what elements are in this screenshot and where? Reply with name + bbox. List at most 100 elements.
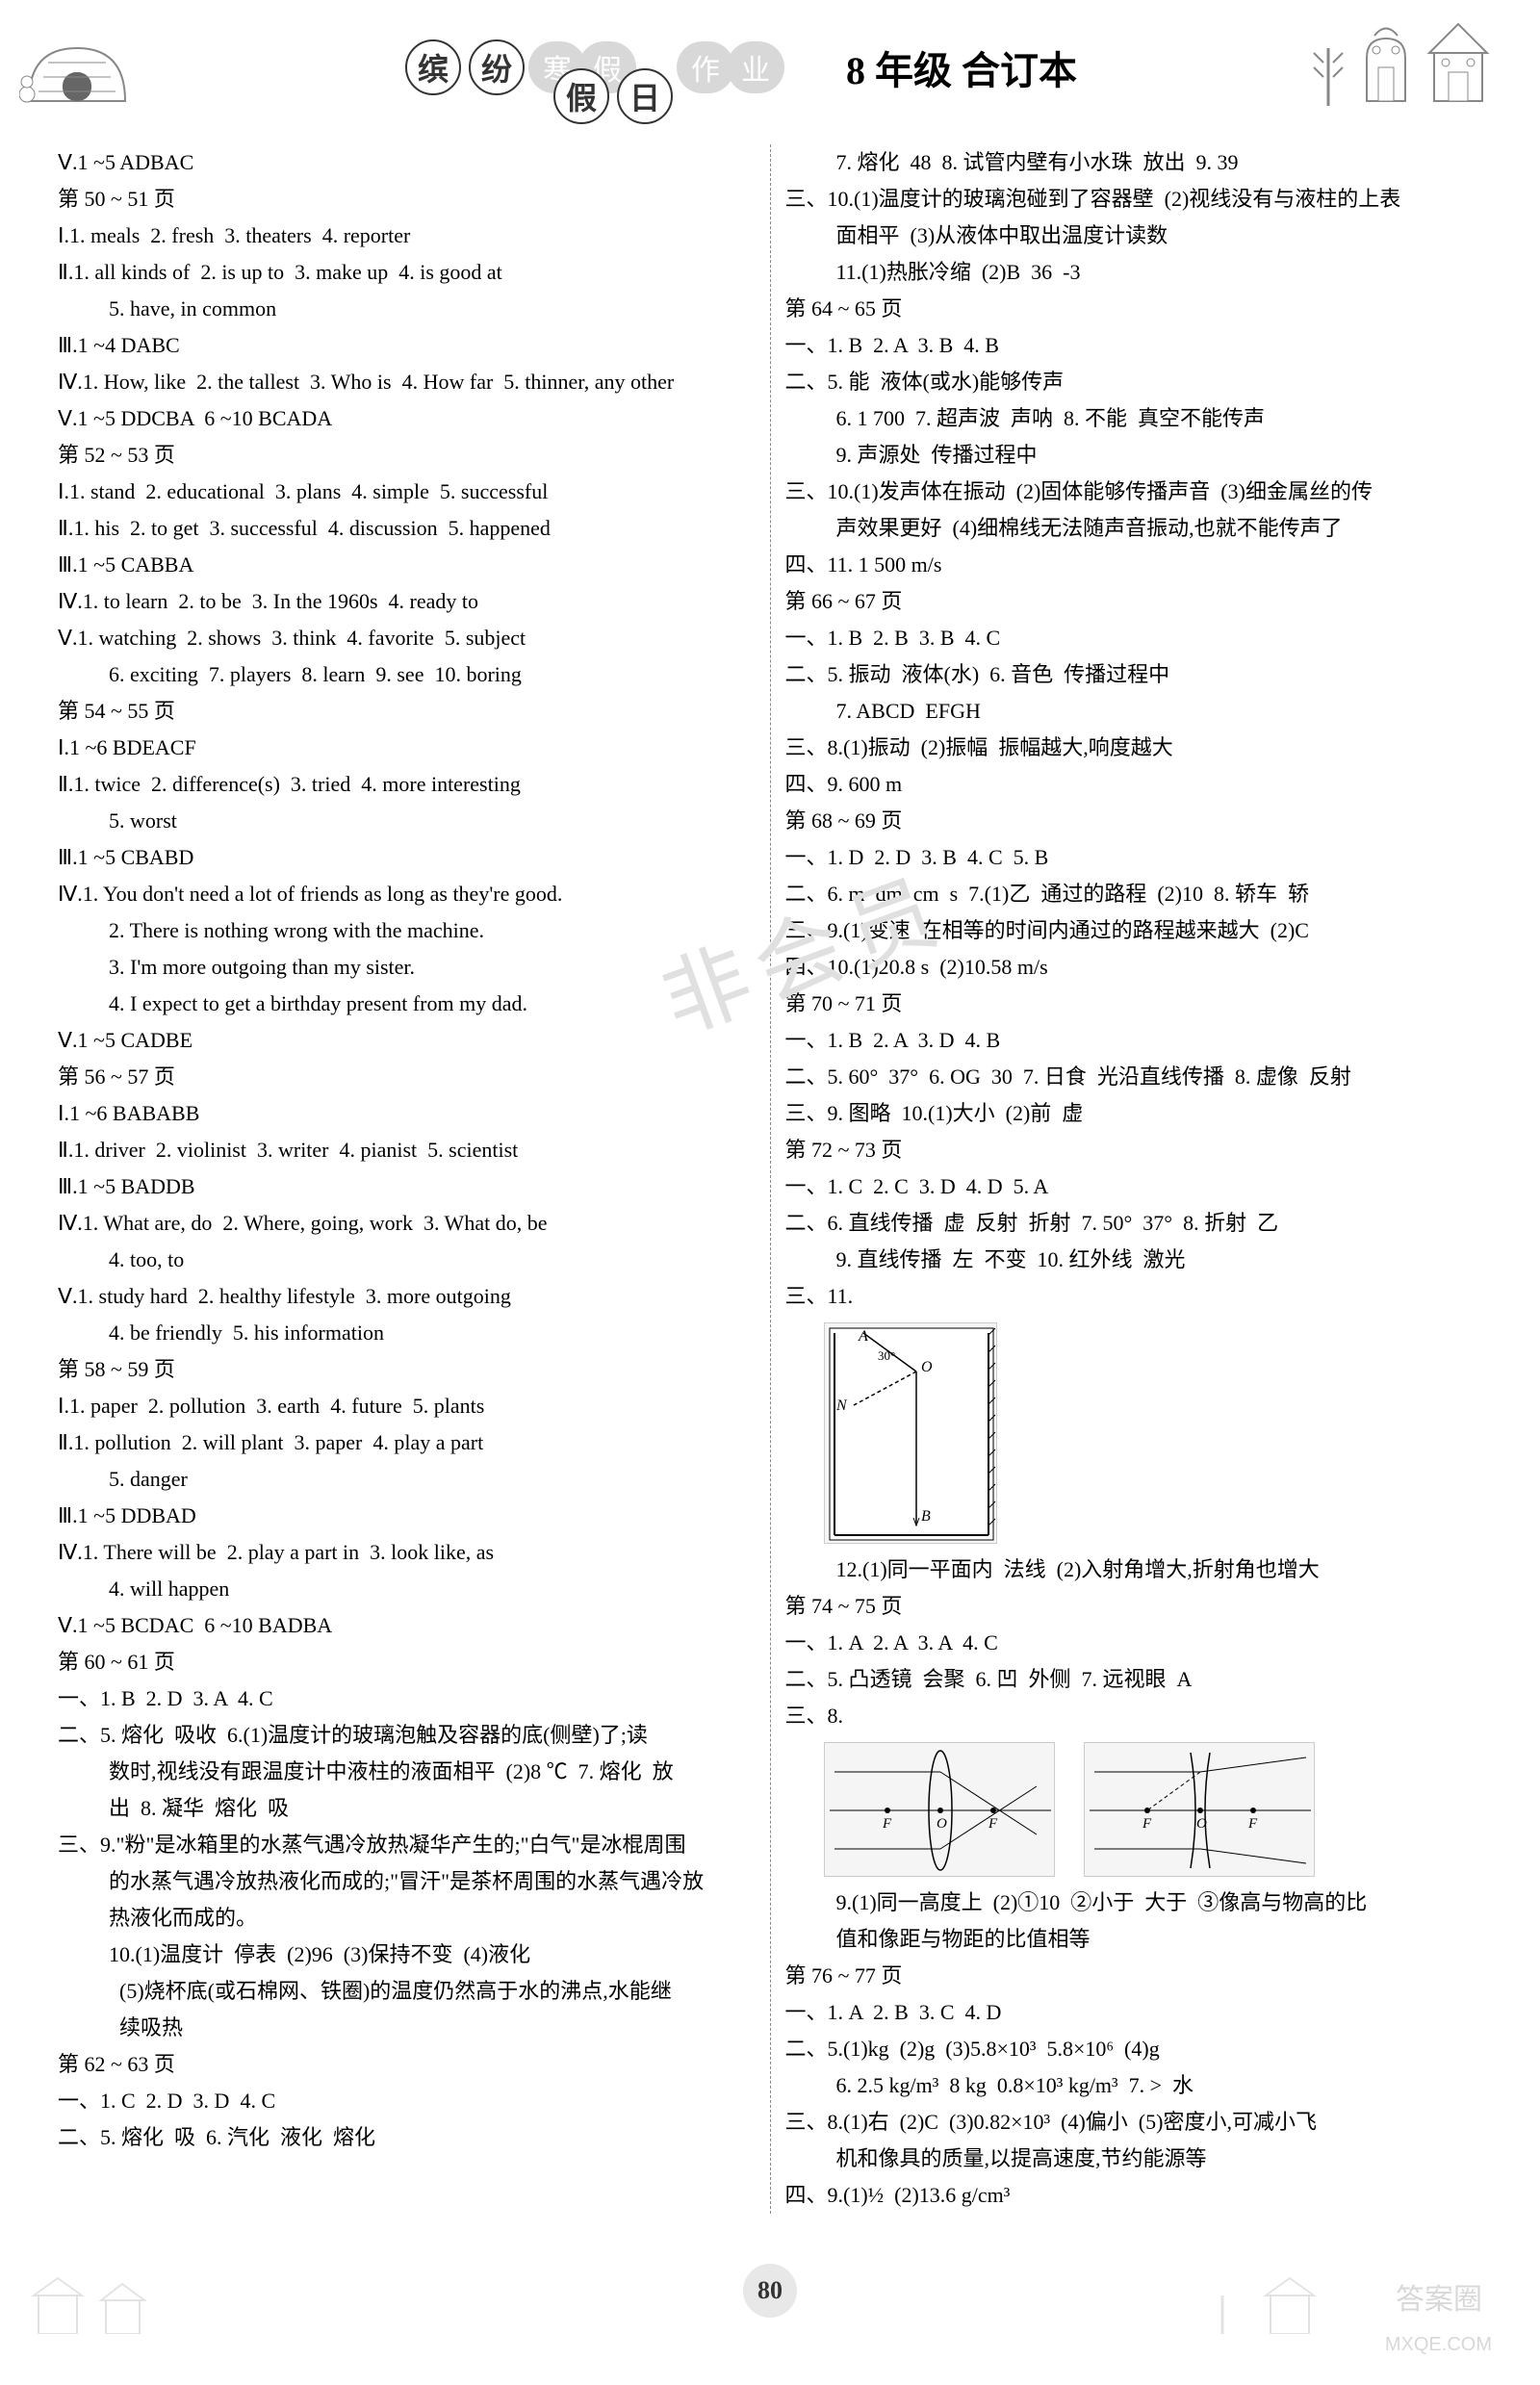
svg-text:O: O xyxy=(937,1816,947,1832)
answer-line: 二、6. m dm cm s 7.(1)乙 通过的路程 (2)10 8. 轿车 … xyxy=(785,876,1483,912)
answer-line: Ⅴ.1 ~5 ADBAC xyxy=(58,144,756,181)
svg-text:A: A xyxy=(858,1328,868,1345)
answer-line: Ⅴ.1 ~5 BCDAC 6 ~10 BADBA xyxy=(58,1607,756,1644)
title-char-1: 缤 xyxy=(405,39,461,95)
answer-line: Ⅱ.1. pollution 2. will plant 3. paper 4.… xyxy=(58,1424,756,1461)
answer-line: 四、9.(1)½ (2)13.6 g/cm³ xyxy=(785,2177,1483,2214)
answer-line: 三、11. xyxy=(785,1278,1483,1315)
answer-line: Ⅴ.1. study hard 2. healthy lifestyle 3. … xyxy=(58,1278,756,1315)
page-header: 缤 纷 寒 假 假 日 作 业 8 年级 合订本 xyxy=(0,0,1540,135)
answer-line: 三、9. 图略 10.(1)大小 (2)前 虚 xyxy=(785,1095,1483,1132)
answer-line: 12.(1)同一平面内 法线 (2)入射角增大,折射角也增大 xyxy=(785,1552,1483,1588)
answer-line: 续吸热 xyxy=(58,2010,756,2046)
answer-line: 10.(1)温度计 停表 (2)96 (3)保持不变 (4)液化 xyxy=(58,1936,756,1973)
answer-line: Ⅰ.1 ~6 BDEACF xyxy=(58,730,756,766)
page-footer: 80 xyxy=(0,2243,1540,2339)
svg-text:F: F xyxy=(1142,1816,1152,1832)
svg-text:F: F xyxy=(988,1816,998,1832)
answer-line: 6. 2.5 kg/m³ 8 kg 0.8×10³ kg/m³ 7. > 水 xyxy=(785,2067,1483,2104)
answer-line: 四、9. 600 m xyxy=(785,766,1483,803)
cloud-group-2: 作 业 xyxy=(680,41,781,93)
answer-line: 四、11. 1 500 m/s xyxy=(785,547,1483,583)
answer-line: 第 50 ~ 51 页 xyxy=(58,181,756,218)
answer-line: 第 66 ~ 67 页 xyxy=(785,583,1483,620)
answer-line: 值和像距与物距的比值相等 xyxy=(785,1921,1483,1958)
answer-line: 面相平 (3)从液体中取出温度计读数 xyxy=(785,218,1483,254)
answer-line: 5. have, in common xyxy=(58,291,756,327)
answer-line: 第 54 ~ 55 页 xyxy=(58,693,756,730)
svg-text:30°: 30° xyxy=(878,1348,895,1363)
title-char-2: 纷 xyxy=(469,39,525,95)
answer-line: 二、5. 振动 液体(水) 6. 音色 传播过程中 xyxy=(785,656,1483,693)
answer-line: Ⅲ.1 ~5 BADDB xyxy=(58,1168,756,1205)
left-column: Ⅴ.1 ~5 ADBAC第 50 ~ 51 页Ⅰ.1. meals 2. fre… xyxy=(43,144,771,2214)
svg-text:B: B xyxy=(921,1508,931,1525)
answer-line: Ⅳ.1. How, like 2. the tallest 3. Who is … xyxy=(58,364,756,400)
answer-line: 二、5. 凸透镜 会聚 6. 凹 外侧 7. 远视眼 A xyxy=(785,1661,1483,1698)
answer-line: 4. too, to xyxy=(58,1242,756,1278)
answer-line: 三、9.(1)变速 在相等的时间内通过的路程越来越大 (2)C xyxy=(785,912,1483,949)
answer-line: 4. will happen xyxy=(58,1571,756,1607)
answer-line: 的水蒸气遇冷放热液化而成的;"冒汗"是茶杯周围的水蒸气遇冷放 xyxy=(58,1863,756,1900)
answer-line: 第 52 ~ 53 页 xyxy=(58,437,756,474)
answer-line: 4. I expect to get a birthday present fr… xyxy=(58,986,756,1022)
answer-line: 三、8.(1)右 (2)C (3)0.82×10³ (4)偏小 (5)密度小,可… xyxy=(785,2104,1483,2141)
answer-line: 第 74 ~ 75 页 xyxy=(785,1588,1483,1625)
answer-line: 第 68 ~ 69 页 xyxy=(785,803,1483,839)
answer-line: 9.(1)同一高度上 (2)①10 ②小于 大于 ③像高与物高的比 xyxy=(785,1885,1483,1921)
answer-line: Ⅲ.1 ~5 CABBA xyxy=(58,547,756,583)
answer-line: Ⅳ.1. to learn 2. to be 3. In the 1960s 4… xyxy=(58,583,756,620)
answer-line: Ⅲ.1 ~5 DDBAD xyxy=(58,1498,756,1534)
answer-line: 第 60 ~ 61 页 xyxy=(58,1644,756,1680)
answer-line: 7. 熔化 48 8. 试管内壁有小水珠 放出 9. 39 xyxy=(785,144,1483,181)
tree-house-decoration xyxy=(1309,10,1521,115)
svg-text:F: F xyxy=(1247,1816,1258,1832)
answer-line: 一、1. A 2. A 3. A 4. C xyxy=(785,1625,1483,1661)
answer-line: 9. 声源处 传播过程中 xyxy=(785,437,1483,474)
answer-line: 11.(1)热胀冷缩 (2)B 36 -3 xyxy=(785,254,1483,291)
answer-line: 第 62 ~ 63 页 xyxy=(58,2046,756,2083)
answer-line: Ⅳ.1. What are, do 2. Where, going, work … xyxy=(58,1205,756,1242)
reflection-refraction-diagram: AO30°NB xyxy=(824,1322,997,1544)
grade-label: 8 年级 合订本 xyxy=(846,39,1077,95)
answer-line: Ⅱ.1. his 2. to get 3. successful 4. disc… xyxy=(58,510,756,547)
answer-line: 一、1. B 2. B 3. B 4. C xyxy=(785,620,1483,656)
answer-line: 6. 1 700 7. 超声波 声呐 8. 不能 真空不能传声 xyxy=(785,400,1483,437)
answer-line: 第 76 ~ 77 页 xyxy=(785,1958,1483,1994)
header-title-group: 缤 纷 寒 假 假 日 作 业 8 年级 合订本 xyxy=(405,39,1135,95)
answer-line: Ⅰ.1. paper 2. pollution 3. earth 4. futu… xyxy=(58,1388,756,1424)
cloud-char-3: 作 xyxy=(677,41,734,93)
answer-line: 5. worst xyxy=(58,803,756,839)
footer-left-deco xyxy=(29,2276,318,2334)
answer-line: Ⅱ.1. driver 2. violinist 3. writer 4. pi… xyxy=(58,1132,756,1168)
answer-line: 7. ABCD EFGH xyxy=(785,693,1483,730)
igloo-decoration xyxy=(19,19,192,115)
answer-line: Ⅱ.1. twice 2. difference(s) 3. tried 4. … xyxy=(58,766,756,803)
answer-line: 3. I'm more outgoing than my sister. xyxy=(58,949,756,986)
content-area: Ⅴ.1 ~5 ADBAC第 50 ~ 51 页Ⅰ.1. meals 2. fre… xyxy=(0,135,1540,2243)
answer-line: 三、9."粉"是冰箱里的水蒸气遇冷放热凝华产生的;"白气"是冰棍周围 xyxy=(58,1827,756,1863)
answer-line: 机和像具的质量,以提高速度,节约能源等 xyxy=(785,2141,1483,2177)
answer-line: 声效果更好 (4)细棉线无法随声音振动,也就不能传声了 xyxy=(785,510,1483,547)
answer-line: 四、10.(1)20.8 s (2)10.58 m/s xyxy=(785,949,1483,986)
answer-line: 6. exciting 7. players 8. learn 9. see 1… xyxy=(58,656,756,693)
answer-line: (5)烧杯底(或石棉网、铁圈)的温度仍然高于水的沸点,水能继 xyxy=(58,1973,756,2010)
title-char-3: 假 xyxy=(553,68,609,124)
answer-line: 出 8. 凝华 熔化 吸 xyxy=(58,1790,756,1827)
watermark-url: MXQE.COM xyxy=(1385,2334,1492,2356)
answer-line: Ⅲ.1 ~4 DABC xyxy=(58,327,756,364)
answer-line: 第 70 ~ 71 页 xyxy=(785,986,1483,1022)
answer-line: 一、1. A 2. B 3. C 4. D xyxy=(785,1994,1483,2031)
answer-line: 2. There is nothing wrong with the machi… xyxy=(58,912,756,949)
convex-lens-diagram: FOF xyxy=(824,1742,1055,1877)
igloo-icon xyxy=(19,19,135,106)
answer-line: 一、1. D 2. D 3. B 4. C 5. B xyxy=(785,839,1483,876)
answer-line: 热液化而成的。 xyxy=(58,1900,756,1936)
answer-line: 三、10.(1)温度计的玻璃泡碰到了容器壁 (2)视线没有与液柱的上表 xyxy=(785,181,1483,218)
answer-line: Ⅱ.1. all kinds of 2. is up to 3. make up… xyxy=(58,254,756,291)
answer-line: 一、1. C 2. C 3. D 4. D 5. A xyxy=(785,1168,1483,1205)
answer-line: Ⅰ.1. meals 2. fresh 3. theaters 4. repor… xyxy=(58,218,756,254)
answer-line: 数时,视线没有跟温度计中液柱的液面相平 (2)8 ℃ 7. 熔化 放 xyxy=(58,1754,756,1790)
cloud-char-4: 业 xyxy=(727,41,784,93)
answer-line: 二、5. 60° 37° 6. OG 30 7. 日食 光沿直线传播 8. 虚像… xyxy=(785,1059,1483,1095)
